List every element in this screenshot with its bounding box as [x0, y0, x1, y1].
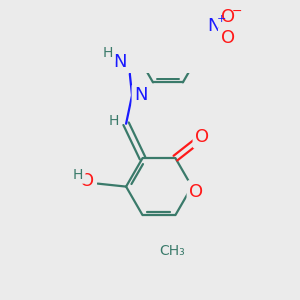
Text: H: H [103, 46, 113, 61]
Text: N: N [134, 86, 148, 104]
Text: H: H [73, 168, 83, 182]
Text: O: O [221, 29, 235, 47]
Text: H: H [109, 114, 119, 128]
Text: O: O [80, 172, 94, 190]
Text: O: O [221, 8, 235, 26]
Text: N: N [113, 53, 127, 71]
Text: −: − [232, 4, 242, 18]
Text: N: N [208, 17, 221, 35]
Text: O: O [195, 128, 209, 146]
Text: O: O [189, 183, 203, 201]
Text: CH₃: CH₃ [160, 244, 185, 258]
Text: +: + [217, 14, 226, 24]
